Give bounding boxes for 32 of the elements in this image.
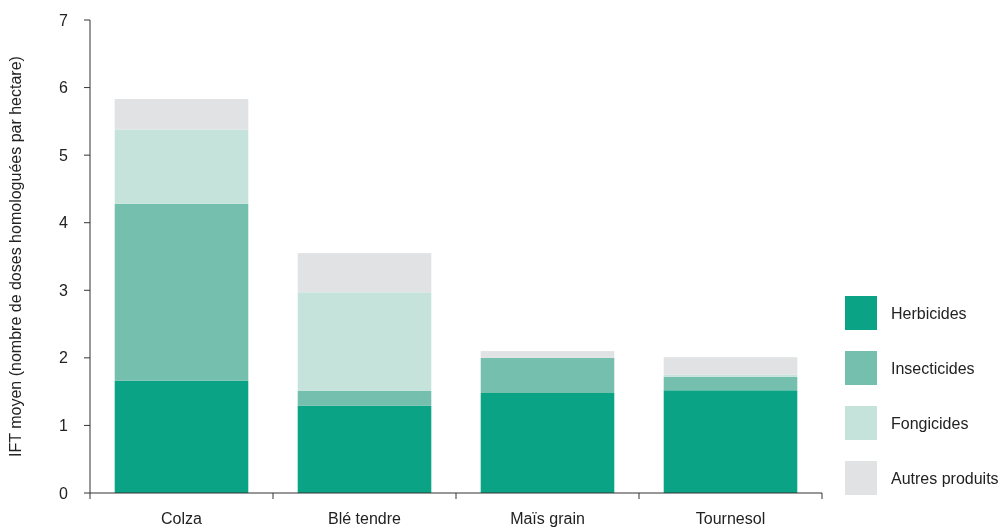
x-tick-label: Tournesol <box>695 510 766 527</box>
legend-label: Autres produits <box>891 469 999 487</box>
y-tick-label: 4 <box>59 214 69 232</box>
bar <box>480 351 615 358</box>
legend-label: Herbicides <box>891 304 967 322</box>
x-tick-label: Blé tendre <box>328 510 402 527</box>
x-tick-label: Maïs grain <box>510 510 585 527</box>
bar <box>663 357 798 375</box>
bar <box>480 357 615 393</box>
bar <box>114 380 249 493</box>
y-tick-label: 5 <box>59 146 69 164</box>
legend-label: Insecticides <box>891 359 975 377</box>
bar <box>297 253 432 293</box>
y-tick-label: 1 <box>59 417 69 435</box>
bar <box>663 374 798 377</box>
bar <box>663 390 798 493</box>
legend-label: Fongicides <box>891 414 969 432</box>
y-tick-label: 6 <box>59 79 69 97</box>
y-axis-title: IFT moyen (nombre de doses homologuées par hectare) <box>7 56 24 457</box>
bar <box>114 129 249 204</box>
bar <box>297 390 432 406</box>
y-tick-label: 7 <box>59 11 69 29</box>
bar <box>480 392 615 493</box>
x-tick-label: Colza <box>161 510 203 527</box>
y-tick-label: 3 <box>59 281 69 299</box>
bar <box>297 405 432 493</box>
bar <box>114 203 249 381</box>
bar <box>663 376 798 391</box>
y-tick-label: 0 <box>59 484 69 502</box>
bar <box>297 292 432 391</box>
bar <box>114 99 249 130</box>
y-tick-label: 2 <box>59 349 69 367</box>
